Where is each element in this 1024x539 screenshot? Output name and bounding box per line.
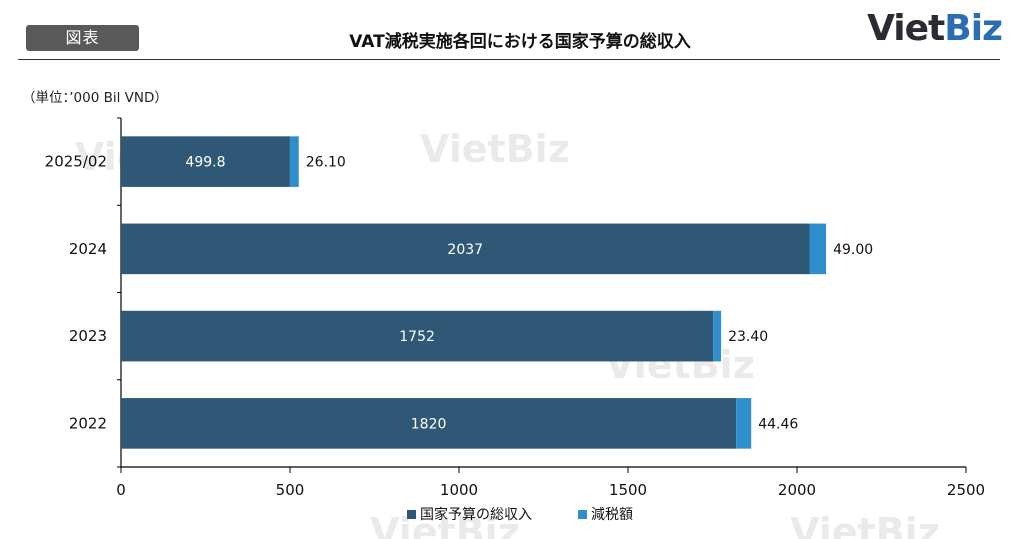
legend-label-reduction: 減税額 <box>591 506 633 523</box>
x-tick-label: 2500 <box>947 481 985 499</box>
data-label-revenue: 1752 <box>399 329 435 345</box>
data-label-revenue: 499.8 <box>185 155 225 171</box>
watermark: VietBiz <box>370 510 520 539</box>
bar-revenue <box>121 398 737 449</box>
x-tick-label: 2000 <box>778 481 816 499</box>
bar-reduction <box>736 398 752 449</box>
legend-label-revenue: 国家予算の総収入 <box>420 506 532 523</box>
data-label-revenue: 2037 <box>447 242 483 258</box>
x-tick-label: 1500 <box>609 481 647 499</box>
bar-reduction <box>713 310 722 362</box>
x-tick-label: 0 <box>116 481 126 499</box>
bar-reduction <box>289 136 299 187</box>
bar-revenue <box>121 223 810 275</box>
y-category-label: 2023 <box>69 327 107 345</box>
watermark: VietBiz <box>420 127 570 171</box>
data-label-reduction: 23.40 <box>728 329 768 345</box>
figure-tag: 図表 <box>26 25 139 51</box>
data-label-revenue: 1820 <box>411 416 447 432</box>
x-tick-label: 1000 <box>440 481 478 499</box>
data-label-reduction: 49.00 <box>833 242 873 258</box>
y-category-label: 2022 <box>69 414 107 432</box>
x-tick-label: 500 <box>276 481 305 499</box>
chart-title: VAT減税実施各回における国家予算の総収入 <box>349 32 691 52</box>
bar-revenue <box>121 310 714 362</box>
watermark: VietBiz <box>790 510 940 539</box>
header-divider <box>18 59 1000 60</box>
y-category-label: 2025/02 <box>45 153 107 171</box>
brand-logo: VietBiz <box>867 8 1003 49</box>
data-label-reduction: 26.10 <box>306 155 346 171</box>
unit-label: （単位：’000 Bil VND） <box>22 90 168 106</box>
data-label-reduction: 44.46 <box>758 416 798 432</box>
legend-swatch-revenue <box>407 510 416 519</box>
legend-swatch-reduction <box>578 510 587 519</box>
bar-revenue <box>121 136 290 187</box>
y-category-label: 2024 <box>69 240 107 258</box>
bar-reduction <box>809 223 827 275</box>
